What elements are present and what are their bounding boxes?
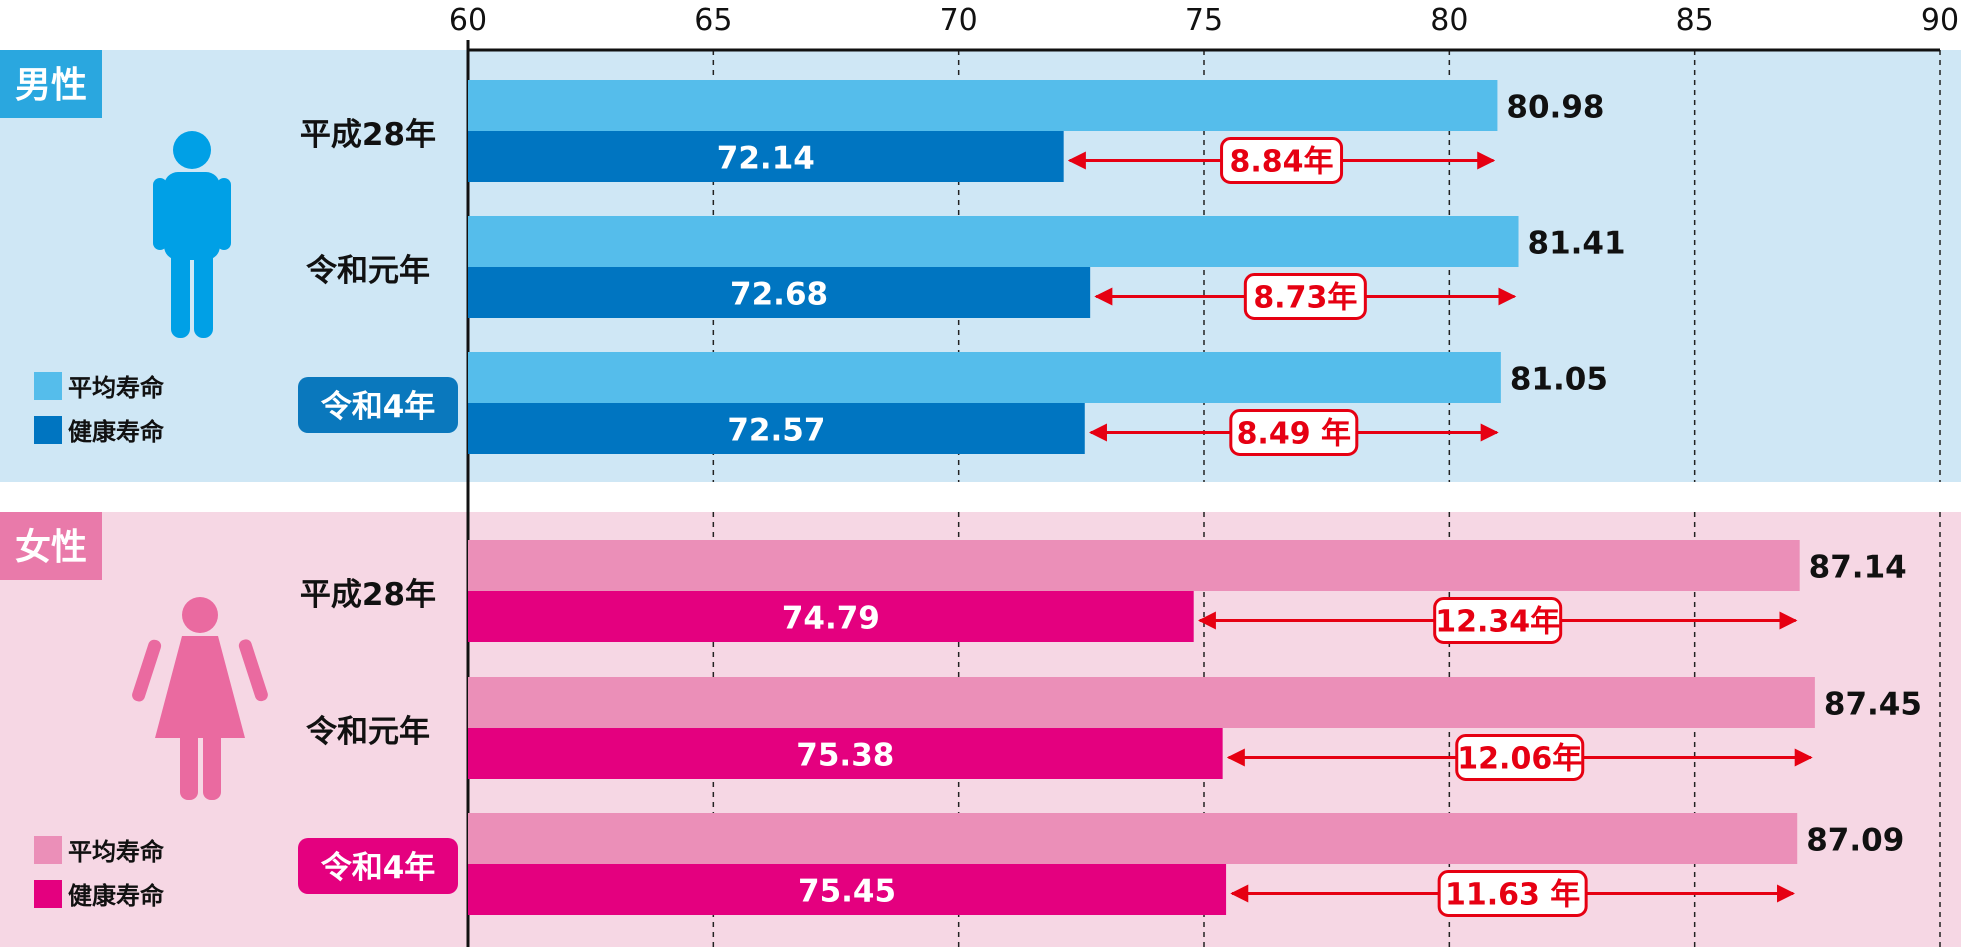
gap-label: 8.73年 (1253, 281, 1357, 316)
gap-label: 12.34年 (1435, 605, 1560, 640)
health-value-label: 74.79 (782, 601, 880, 637)
bar-avg (468, 216, 1519, 267)
legend-label-health: 健康寿命 (68, 882, 165, 910)
group-badge-male (0, 50, 102, 118)
x-tick-label: 85 (1676, 3, 1714, 38)
health-value-label: 72.14 (717, 141, 815, 177)
x-tick-label: 75 (1185, 3, 1223, 38)
bar-health (468, 728, 1223, 779)
gap-label: 11.63 年 (1445, 878, 1580, 913)
gap-label-box (1433, 597, 1563, 644)
legend-swatch-health (34, 880, 62, 908)
health-value-label: 72.57 (727, 413, 825, 449)
bar-avg (468, 813, 1798, 864)
avg-value-label: 87.45 (1824, 687, 1922, 723)
bar-health (468, 403, 1085, 454)
health-value-label: 75.38 (796, 738, 894, 774)
avg-value-label: 87.09 (1806, 823, 1904, 859)
category-label: 令和4年 (321, 850, 436, 886)
gap-label-box (1243, 273, 1367, 320)
legend-label-avg: 平均寿命 (68, 838, 165, 866)
category-label: 平成28年 (300, 577, 436, 613)
left-leg (180, 730, 198, 800)
x-tick-label: 90 (1921, 3, 1959, 38)
legend-label-avg: 平均寿命 (68, 374, 165, 402)
health-value-label: 72.68 (730, 277, 828, 313)
gap-label-box (1220, 137, 1344, 184)
group-label-male: 男性 (15, 65, 87, 106)
x-tick-label: 70 (940, 3, 978, 38)
right-arm (217, 178, 231, 250)
right-arm (238, 639, 268, 702)
category-label: 令和4年 (321, 389, 436, 425)
gap-label-box (1455, 734, 1585, 781)
health-value-label: 75.45 (798, 874, 896, 910)
torso (164, 172, 220, 260)
gap-label-box (1229, 409, 1359, 456)
gap-label: 8.49 年 (1237, 417, 1351, 452)
group-label-female: 女性 (15, 527, 87, 568)
bar-health (468, 864, 1227, 915)
right-leg (194, 240, 213, 338)
left-arm (132, 639, 162, 702)
head (182, 597, 218, 633)
bar-health (468, 267, 1091, 318)
category-label: 平成28年 (300, 117, 436, 153)
legend-swatch-avg (34, 836, 62, 864)
legend-label-health: 健康寿命 (68, 418, 165, 446)
category-label: 令和元年 (306, 714, 430, 750)
bar-avg (468, 540, 1800, 591)
left-arm (153, 178, 167, 250)
dress (155, 636, 245, 738)
current-year-badge (298, 838, 458, 894)
avg-value-label: 80.98 (1506, 90, 1604, 126)
bar-avg (468, 677, 1815, 728)
x-tick-label: 60 (449, 3, 487, 38)
male-person-icon (153, 131, 231, 338)
gap-label-box (1437, 870, 1588, 917)
legend-swatch-avg (34, 372, 62, 400)
right-leg (203, 730, 221, 800)
bar-avg (468, 80, 1498, 131)
bar-health (468, 591, 1194, 642)
head (173, 131, 211, 169)
x-tick-label: 65 (694, 3, 732, 38)
female-person-icon (132, 597, 268, 800)
gap-label: 8.84年 (1230, 145, 1334, 180)
gap-label: 12.06年 (1457, 742, 1582, 777)
group-badge-female (0, 512, 102, 580)
bar-health (468, 131, 1064, 182)
avg-value-label: 81.05 (1510, 362, 1608, 398)
x-tick-label: 80 (1430, 3, 1468, 38)
left-leg (171, 240, 190, 338)
legend-swatch-health (34, 416, 62, 444)
bar-avg (468, 352, 1501, 403)
avg-value-label: 87.14 (1809, 550, 1907, 586)
current-year-badge (298, 377, 458, 433)
avg-value-label: 81.41 (1528, 226, 1626, 262)
category-label: 令和元年 (306, 253, 430, 289)
